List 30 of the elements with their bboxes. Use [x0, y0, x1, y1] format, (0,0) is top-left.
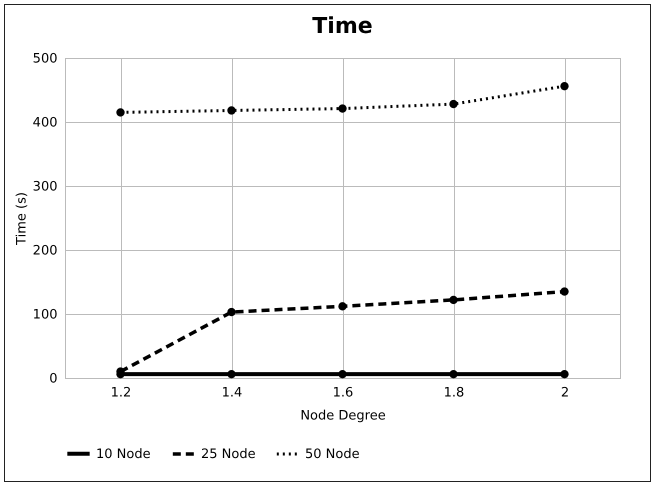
y-tick-label: 0	[49, 372, 58, 386]
point	[338, 370, 347, 378]
x-tick-label: 1.6	[332, 386, 354, 400]
x-tick-label: 1.2	[110, 386, 132, 400]
y-axis-title: Time (s)	[14, 192, 30, 246]
point	[560, 82, 569, 90]
x-tick-label: 1.4	[222, 386, 242, 400]
y-tick-label: 200	[32, 244, 58, 258]
legend-label: 25 Node	[201, 447, 256, 462]
point	[338, 302, 347, 310]
point	[227, 370, 236, 378]
point	[338, 104, 347, 113]
y-tick-label: 300	[32, 180, 58, 194]
point	[116, 108, 125, 117]
point	[449, 296, 458, 304]
point	[560, 287, 569, 296]
legend-label: 50 Node	[305, 447, 360, 462]
point	[449, 100, 458, 108]
y-tick-label: 100	[32, 308, 58, 322]
point	[227, 308, 236, 316]
legend-label: 10 Node	[96, 446, 151, 462]
y-tick-label: 400	[32, 116, 58, 130]
x-tick-label: 1.8	[444, 386, 464, 400]
point	[560, 370, 569, 378]
x-tick-label: 2	[560, 386, 570, 400]
y-tick-label: 500	[32, 52, 58, 66]
chart-title: Time	[312, 14, 373, 39]
point	[449, 370, 458, 378]
x-axis-title: Node Degree	[300, 408, 386, 424]
point	[227, 106, 236, 115]
